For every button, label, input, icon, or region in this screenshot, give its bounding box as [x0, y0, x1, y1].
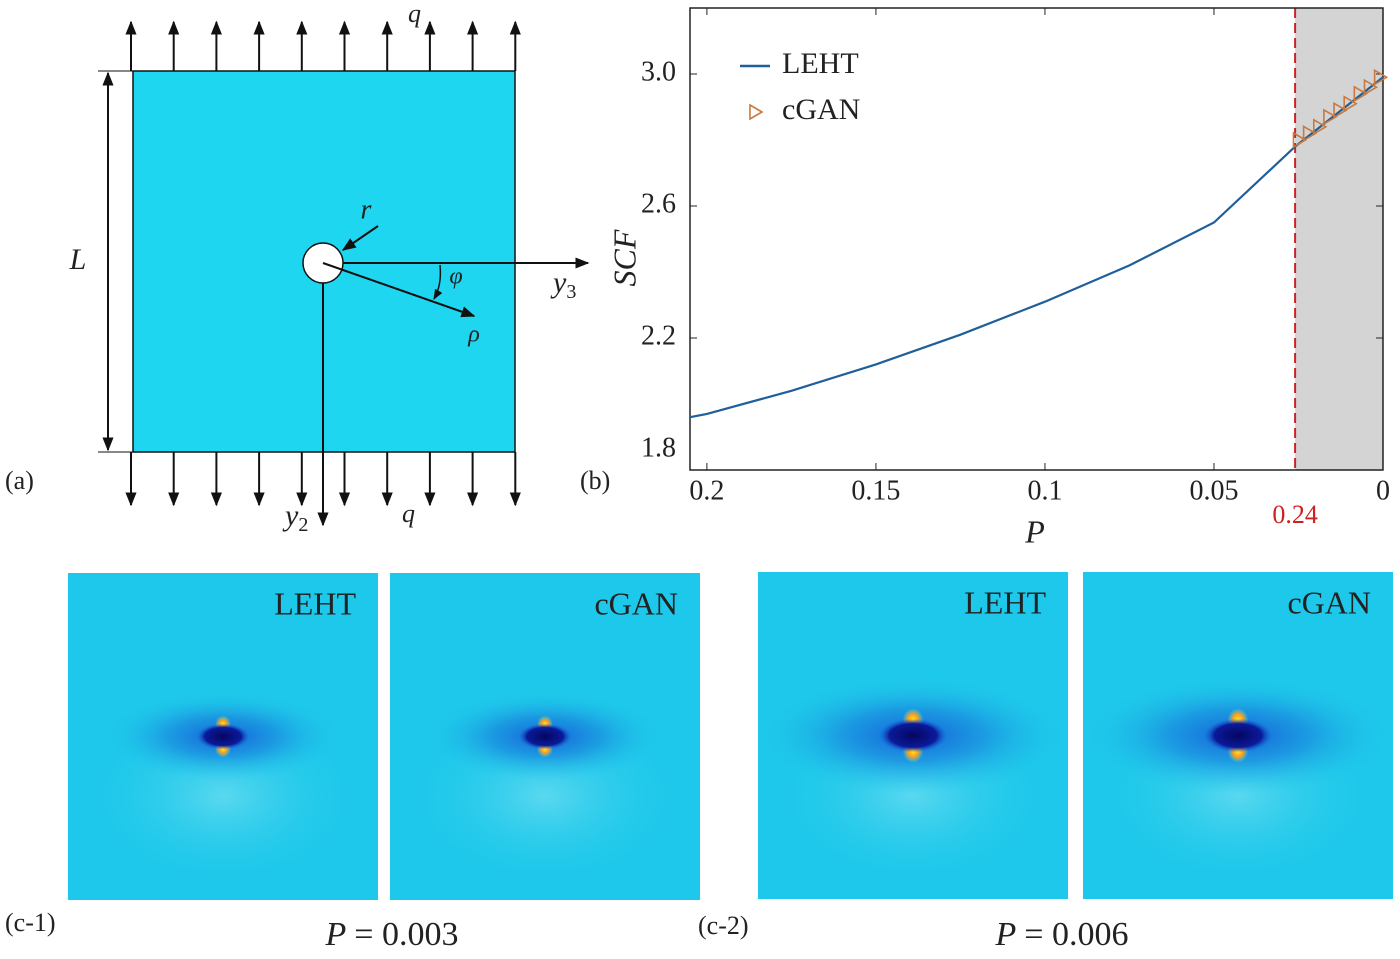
heatmap-core: [519, 723, 571, 750]
series-line: [689, 76, 1384, 419]
radial-label: ρ: [467, 322, 480, 348]
shaded-region: [1295, 8, 1383, 470]
radial-arrow: [322, 262, 476, 318]
x-tick-label: 0.15: [851, 475, 900, 506]
map-label: LEHT: [274, 585, 356, 621]
y-tick-label: 2.6: [641, 188, 676, 219]
caption-value: = 0.006: [1024, 916, 1128, 953]
radius-label: r: [361, 194, 372, 225]
angle-label: φ: [449, 264, 462, 290]
axis-base: y: [550, 266, 567, 299]
load-arrows: [125, 20, 521, 507]
caption-symbol: P: [325, 916, 347, 953]
caption-symbol: P: [995, 916, 1017, 953]
chart: (b) P SCF 0.24 0.2 0.15 0.1 0.05 0 1.8 2.2 2.6 3.…: [580, 7, 1390, 549]
caption-value: = 0.003: [354, 916, 458, 953]
map-label: cGAN: [594, 585, 678, 621]
length-label: L: [69, 243, 87, 276]
x-tick-label: 0: [1376, 475, 1390, 506]
marker: [1353, 85, 1368, 103]
y-tick-label: 3.0: [641, 56, 676, 87]
marker: [749, 103, 764, 121]
marker: [1363, 78, 1379, 96]
caption: P = 0.006: [995, 916, 1129, 953]
legend-label: LEHT: [782, 47, 859, 80]
load-label: q: [402, 499, 415, 528]
marker: [1302, 125, 1318, 142]
plot-frame: [689, 7, 1384, 471]
x-tick-label: 0.2: [689, 475, 724, 506]
map-label: LEHT: [964, 584, 1046, 620]
marker: [1343, 95, 1358, 113]
panel-label: (c-2): [698, 911, 749, 940]
angle-arc: [433, 264, 443, 300]
y-tick-label: 2.2: [641, 320, 676, 351]
caption: P = 0.003: [325, 916, 459, 953]
heatmap-core: [197, 723, 249, 750]
panel-label: (b): [580, 466, 610, 495]
axis-base: y: [282, 499, 299, 532]
y-tick-label: 1.8: [641, 432, 676, 463]
y-axis-label: SCF: [606, 229, 642, 286]
heatmap-core: [879, 718, 947, 753]
axis-label: y3: [550, 266, 576, 303]
axis-label: y2: [282, 499, 308, 536]
marker: [1312, 118, 1328, 136]
marker: [1373, 68, 1389, 86]
marker: [1292, 131, 1308, 149]
legend-label: cGAN: [782, 93, 860, 126]
axis-sub: 3: [566, 281, 576, 303]
x-tick-label: 0.1: [1027, 475, 1062, 506]
x-tick-label: 0.05: [1189, 475, 1238, 506]
panel-label: (c-1): [5, 908, 56, 937]
panel-label: (a): [5, 466, 34, 495]
marker: [1333, 101, 1348, 119]
radius-leader: [341, 225, 379, 251]
load-label: q: [408, 0, 421, 28]
marker: [1323, 108, 1338, 126]
diagram: q q L r φ ρ y3 y2 (a): [5, 0, 590, 536]
axis-sub: 2: [298, 514, 308, 536]
x-axis-label: P: [1024, 513, 1045, 549]
map-label: cGAN: [1287, 584, 1371, 620]
heatmap-core: [1204, 718, 1272, 753]
threshold-label: 0.24: [1272, 500, 1318, 529]
